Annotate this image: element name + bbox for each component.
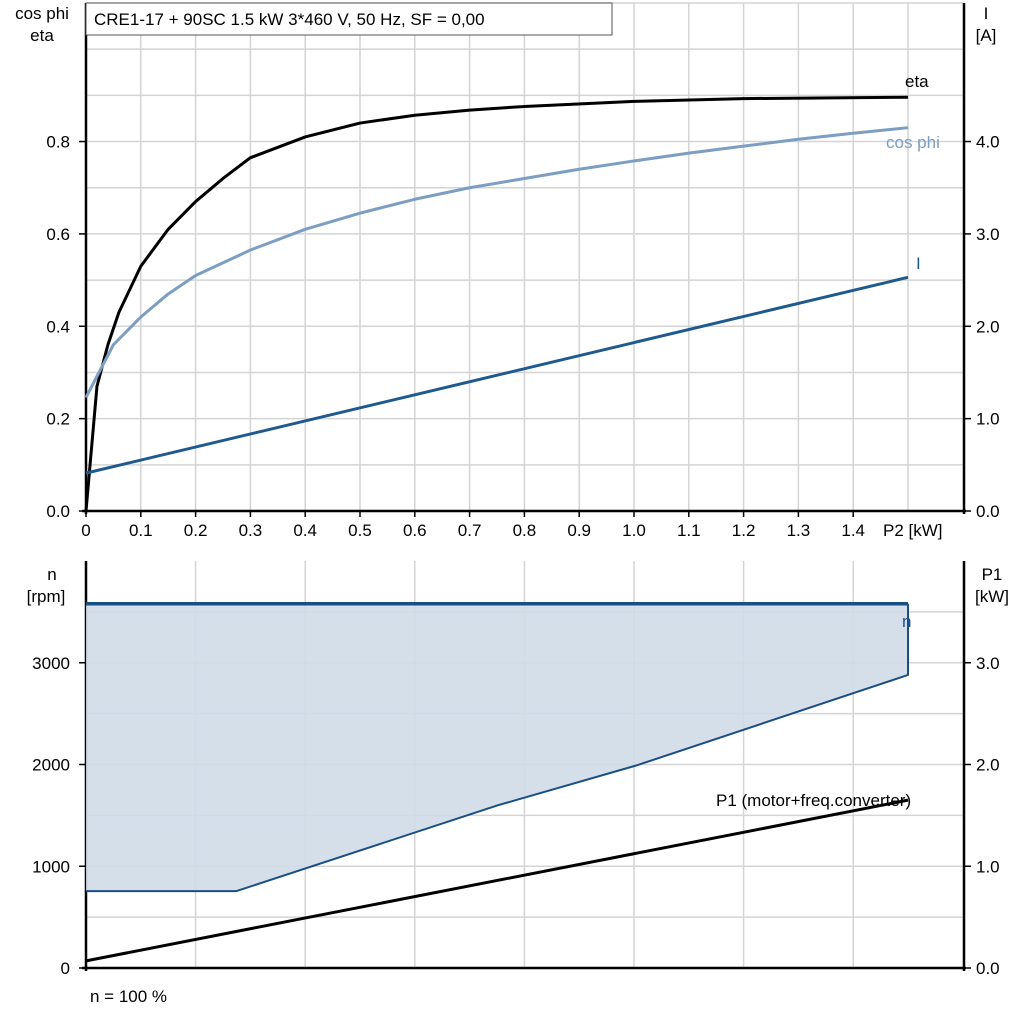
series-label-cos-phi: cos phi — [886, 133, 940, 152]
top-right-axis-label-1: I — [984, 4, 989, 23]
x-tick-label: 0.3 — [239, 521, 263, 540]
bottom-left-axis-label-2: [rpm] — [27, 587, 66, 606]
x-tick-label: 0.4 — [293, 521, 317, 540]
x-tick-label: 0.5 — [348, 521, 372, 540]
operating-range-boundary — [86, 603, 909, 893]
y-tick-label-right: 0.0 — [976, 502, 1000, 521]
x-tick-label: 1.1 — [677, 521, 701, 540]
chart-marks — [84, 95, 909, 963]
x-tick-label: 1.3 — [787, 521, 811, 540]
y-tick-label-left: 0.2 — [46, 410, 70, 429]
bottom-left-axis-label-1: n — [47, 565, 56, 584]
title-box — [85, 2, 613, 36]
x-tick-label: 1.2 — [732, 521, 756, 540]
x-axis-label: P2 [kW] — [883, 521, 943, 540]
y-tick-label-right: 0.0 — [976, 959, 1000, 978]
series-line-cos-phi — [84, 126, 909, 399]
series-line-i — [85, 275, 909, 475]
top-grid: 0 0.1 0.2 0.3 0.4 0.5 0.6 0.7 0.8 0.9 1.0 1.1 1.2 1.3… — [46, 2, 1000, 540]
x-tick-label: 0.6 — [403, 521, 427, 540]
y-tick-label-left: 0.6 — [46, 225, 70, 244]
y-tick-label-right: 3.0 — [976, 225, 1000, 244]
y-tick-label-left: 0.0 — [46, 502, 70, 521]
x-tick-label: 0.9 — [567, 521, 591, 540]
y-tick-label-left: 2000 — [32, 756, 70, 775]
x-tick-label: 0 — [81, 521, 90, 540]
series-line-p1 — [85, 798, 909, 963]
x-tick-label: 0.1 — [129, 521, 153, 540]
y-tick-label-left: 3000 — [32, 654, 70, 673]
y-tick-label-right: 1.0 — [976, 410, 1000, 429]
chart-title: CRE1-17 + 90SC 1.5 kW 3*460 V, 50 Hz, SF… — [94, 10, 485, 29]
bottom-right-axis-label-1: P1 — [982, 565, 1003, 584]
series-label-eta: eta — [905, 72, 929, 91]
operating-range-area — [86, 603, 908, 892]
y-tick-label-right: 4.0 — [976, 133, 1000, 152]
series-label-n: n — [902, 612, 911, 631]
y-tick-label-left: 0 — [61, 959, 70, 978]
y-tick-label-right: 2.0 — [976, 317, 1000, 336]
top-left-axis-label-1: cos phi — [15, 4, 69, 23]
y-tick-label-right: 3.0 — [976, 654, 1000, 673]
top-right-axis-label-2: [A] — [976, 26, 997, 45]
y-tick-label-left: 0.8 — [46, 133, 70, 152]
x-tick-label: 0.8 — [513, 521, 537, 540]
x-tick-label: 0.7 — [458, 521, 482, 540]
series-label-p1: P1 (motor+freq.converter) — [716, 791, 911, 810]
series-line-eta — [84, 95, 909, 512]
footnote: n = 100 % — [90, 987, 167, 1006]
x-tick-label: 1.4 — [841, 521, 865, 540]
y-tick-label-left: 1000 — [32, 857, 70, 876]
y-tick-label-right: 2.0 — [976, 756, 1000, 775]
y-tick-label-left: 0.4 — [46, 317, 70, 336]
x-tick-label: 0.2 — [184, 521, 208, 540]
top-left-axis-label-2: eta — [30, 26, 54, 45]
series-label-i: I — [916, 254, 921, 273]
y-tick-label-right: 1.0 — [976, 857, 1000, 876]
x-tick-label: 1.0 — [622, 521, 646, 540]
bottom-right-axis-label-2: [kW] — [975, 587, 1009, 606]
